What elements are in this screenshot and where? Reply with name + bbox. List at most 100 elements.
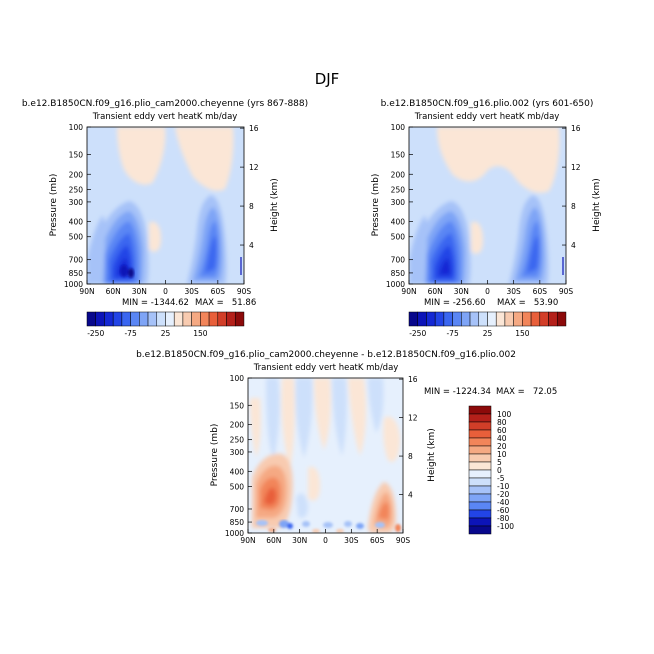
colorbar-swatch <box>468 461 492 471</box>
y-ticks: 100 150 200 250 300 400 500 700 850 1000 <box>225 374 252 538</box>
y-tick-label: 300 <box>230 448 245 457</box>
y-tick-label: 850 <box>69 269 84 278</box>
x-tick-label: 90N <box>79 287 94 296</box>
y-tick-label: 700 <box>69 256 84 265</box>
colorbar-swatch <box>191 311 201 327</box>
y-tick-label: 200 <box>230 421 245 430</box>
y2-axis-label: Height (km) <box>270 178 280 232</box>
max-label: MAX = 53.90 <box>497 298 558 308</box>
colorbar-swatch <box>495 311 506 327</box>
x-tick-label: 30S <box>185 287 200 296</box>
colorbar-label: -60 <box>497 506 509 515</box>
colorbar-label: -250 <box>87 329 104 338</box>
y-tick-label: 100 <box>230 374 245 383</box>
x-tick-label: 30N <box>132 287 147 296</box>
colorbar-swatch <box>86 311 96 327</box>
colorbar-swatch <box>468 469 492 479</box>
colorbar-label: 5 <box>497 458 502 467</box>
x-tick-label: 0 <box>323 536 328 545</box>
colorbar-label: -75 <box>124 329 136 338</box>
x-tick-label: 90N <box>401 287 416 296</box>
y-tick-label: 150 <box>391 151 406 160</box>
y-ticks: 100 150 200 250 300 400 500 700 850 1000 <box>386 123 413 289</box>
contour-field <box>409 127 566 284</box>
x-tick-label: 90S <box>396 536 411 545</box>
x-tick-label: 60S <box>370 536 385 545</box>
x-tick-label: 60S <box>211 287 226 296</box>
colorbar-label: -5 <box>497 474 505 483</box>
colorbar-swatch <box>173 311 184 327</box>
diff-min-label: MIN = -1224.34 <box>424 387 491 397</box>
colorbar-label: 0 <box>497 466 502 475</box>
y2-ticks: 16 12 8 4 <box>240 124 259 250</box>
colorbar-swatch <box>468 405 492 415</box>
y-tick-label: 1000 <box>64 280 83 289</box>
diff-max-label: MAX = 72.05 <box>496 387 557 397</box>
colorbar-swatch <box>468 525 492 535</box>
y2-tick-label: 16 <box>408 375 418 384</box>
max-label: MAX = 51.86 <box>195 298 256 308</box>
panel-subtitle: Transient eddy vert heatK mb/day <box>253 363 399 373</box>
y-tick-label: 250 <box>230 436 245 445</box>
colorbar-label: 20 <box>497 442 507 451</box>
x-tick-label: 60N <box>428 287 443 296</box>
y2-tick-label: 12 <box>571 163 581 172</box>
colorbar-swatch <box>487 311 497 327</box>
colorbar-label: 100 <box>497 410 512 419</box>
x-ticks: 90N 60N 30N 0 30S 60S 90S <box>79 280 251 296</box>
colorbar-swatch <box>513 311 523 327</box>
x-tick-label: 30S <box>507 287 522 296</box>
colorbar-swatch <box>434 311 445 327</box>
panel-subtitle: Transient eddy vert heatK mb/day <box>414 112 560 122</box>
colorbar-swatch <box>217 311 227 327</box>
contour-field <box>87 127 244 284</box>
colorbar-swatch <box>468 437 492 447</box>
colorbar-swatch <box>182 311 192 327</box>
y-axis-label: Pressure (mb) <box>371 174 381 237</box>
y-tick-label: 200 <box>391 170 406 179</box>
y-tick-label: 300 <box>391 198 406 207</box>
colorbar-swatch <box>121 311 131 327</box>
y2-ticks: 16 12 8 4 <box>399 375 418 500</box>
colorbar-swatch <box>468 485 492 495</box>
y-tick-label: 150 <box>230 401 245 410</box>
colorbar-label: -10 <box>497 482 509 491</box>
x-tick-label: 90N <box>240 536 255 545</box>
colorbar-swatch <box>234 311 245 327</box>
colorbar-swatch <box>147 311 158 327</box>
y-tick-label: 250 <box>391 185 406 194</box>
panel-subtitle: Transient eddy vert heatK mb/day <box>92 112 238 122</box>
colorbar-swatch <box>522 311 532 327</box>
colorbar-label: 25 <box>161 329 171 338</box>
colorbar-swatch <box>504 311 514 327</box>
panel-title: b.e12.B1850CN.f09_g16.plio.002 (yrs 601-… <box>381 99 594 109</box>
y2-tick-label: 16 <box>249 124 259 133</box>
colorbar-swatch <box>468 501 492 511</box>
x-tick-label: 90S <box>237 287 252 296</box>
colorbar-label: 60 <box>497 426 507 435</box>
y-tick-label: 200 <box>69 170 84 179</box>
colorbar-swatch <box>468 421 492 431</box>
colorbar-swatch <box>417 311 427 327</box>
x-tick-label: 0 <box>163 287 168 296</box>
x-tick-label: 60S <box>533 287 548 296</box>
y-tick-label: 700 <box>230 505 245 514</box>
colorbar-swatch <box>469 311 480 327</box>
colorbar-label: -250 <box>409 329 426 338</box>
colorbar-top-right: -250 -75 25 150 <box>408 311 567 338</box>
y2-ticks: 16 12 8 4 <box>562 124 581 250</box>
x-ticks: 90N 60N 30N 0 30S 60S 90S <box>401 280 573 296</box>
colorbar-swatch <box>461 311 471 327</box>
y-tick-label: 150 <box>69 151 84 160</box>
panel-difference: b.e12.B1850CN.f09_g16.plio_cam2000.cheye… <box>136 350 516 545</box>
y2-axis-label: Height (km) <box>427 428 437 482</box>
x-tick-label: 30S <box>344 536 359 545</box>
y-tick-label: 250 <box>69 185 84 194</box>
colorbar-label: 10 <box>497 450 507 459</box>
colorbar-swatch <box>468 517 492 527</box>
colorbar-label: -100 <box>497 522 514 531</box>
colorbar-swatch <box>208 311 219 327</box>
colorbar-swatch <box>478 311 488 327</box>
